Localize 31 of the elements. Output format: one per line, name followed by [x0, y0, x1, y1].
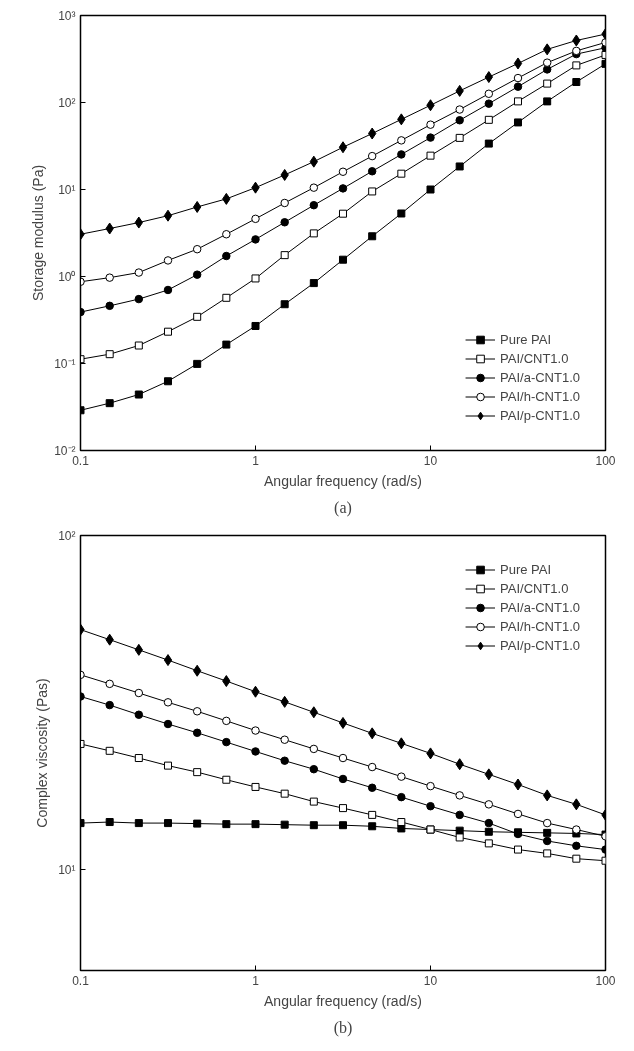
y-tick-label: 10¹ — [58, 862, 76, 877]
legend-label: PAI/CNT1.0 — [500, 350, 569, 368]
y-tick-label: 10² — [58, 528, 76, 543]
legend-label: PAI/h-CNT1.0 — [500, 388, 580, 406]
legend-label: PAI/p-CNT1.0 — [500, 637, 580, 655]
x-tick-label: 100 — [595, 453, 616, 468]
x-tick-label: 1 — [252, 973, 260, 988]
y-tick-label: 10³ — [58, 8, 76, 23]
y-tick-label: 10¹ — [58, 182, 76, 197]
y-tick-label: 10⁰ — [58, 269, 76, 284]
y-axis-title: Complex viscosity (Pas) — [34, 678, 51, 828]
text: (b) — [333, 1018, 353, 1037]
x-tick-label: 10 — [423, 973, 438, 988]
legend-label: PAI/p-CNT1.0 — [500, 407, 580, 425]
x-tick-label: 0.1 — [72, 453, 90, 468]
x-tick-label: 100 — [595, 973, 616, 988]
legend-label: PAI/a-CNT1.0 — [500, 599, 580, 617]
text: (a) — [334, 498, 352, 517]
y-axis-title: Storage modulus (Pa) — [30, 164, 47, 302]
legend-label: PAI/CNT1.0 — [500, 580, 569, 598]
y-tick-label: 10² — [58, 95, 76, 110]
legend-label: Pure PAI — [500, 561, 552, 579]
legend-label: Pure PAI — [500, 331, 552, 349]
y-tick-label: 10⁻¹ — [54, 356, 76, 371]
x-tick-label: 0.1 — [72, 973, 90, 988]
x-axis-title: Angular frequency (rad/s) — [264, 992, 422, 1009]
x-tick-label: 10 — [423, 453, 438, 468]
legend-label: PAI/a-CNT1.0 — [500, 369, 580, 387]
x-tick-label: 1 — [252, 453, 260, 468]
x-axis-title: Angular frequency (rad/s) — [264, 472, 422, 489]
legend-label: PAI/h-CNT1.0 — [500, 618, 580, 636]
